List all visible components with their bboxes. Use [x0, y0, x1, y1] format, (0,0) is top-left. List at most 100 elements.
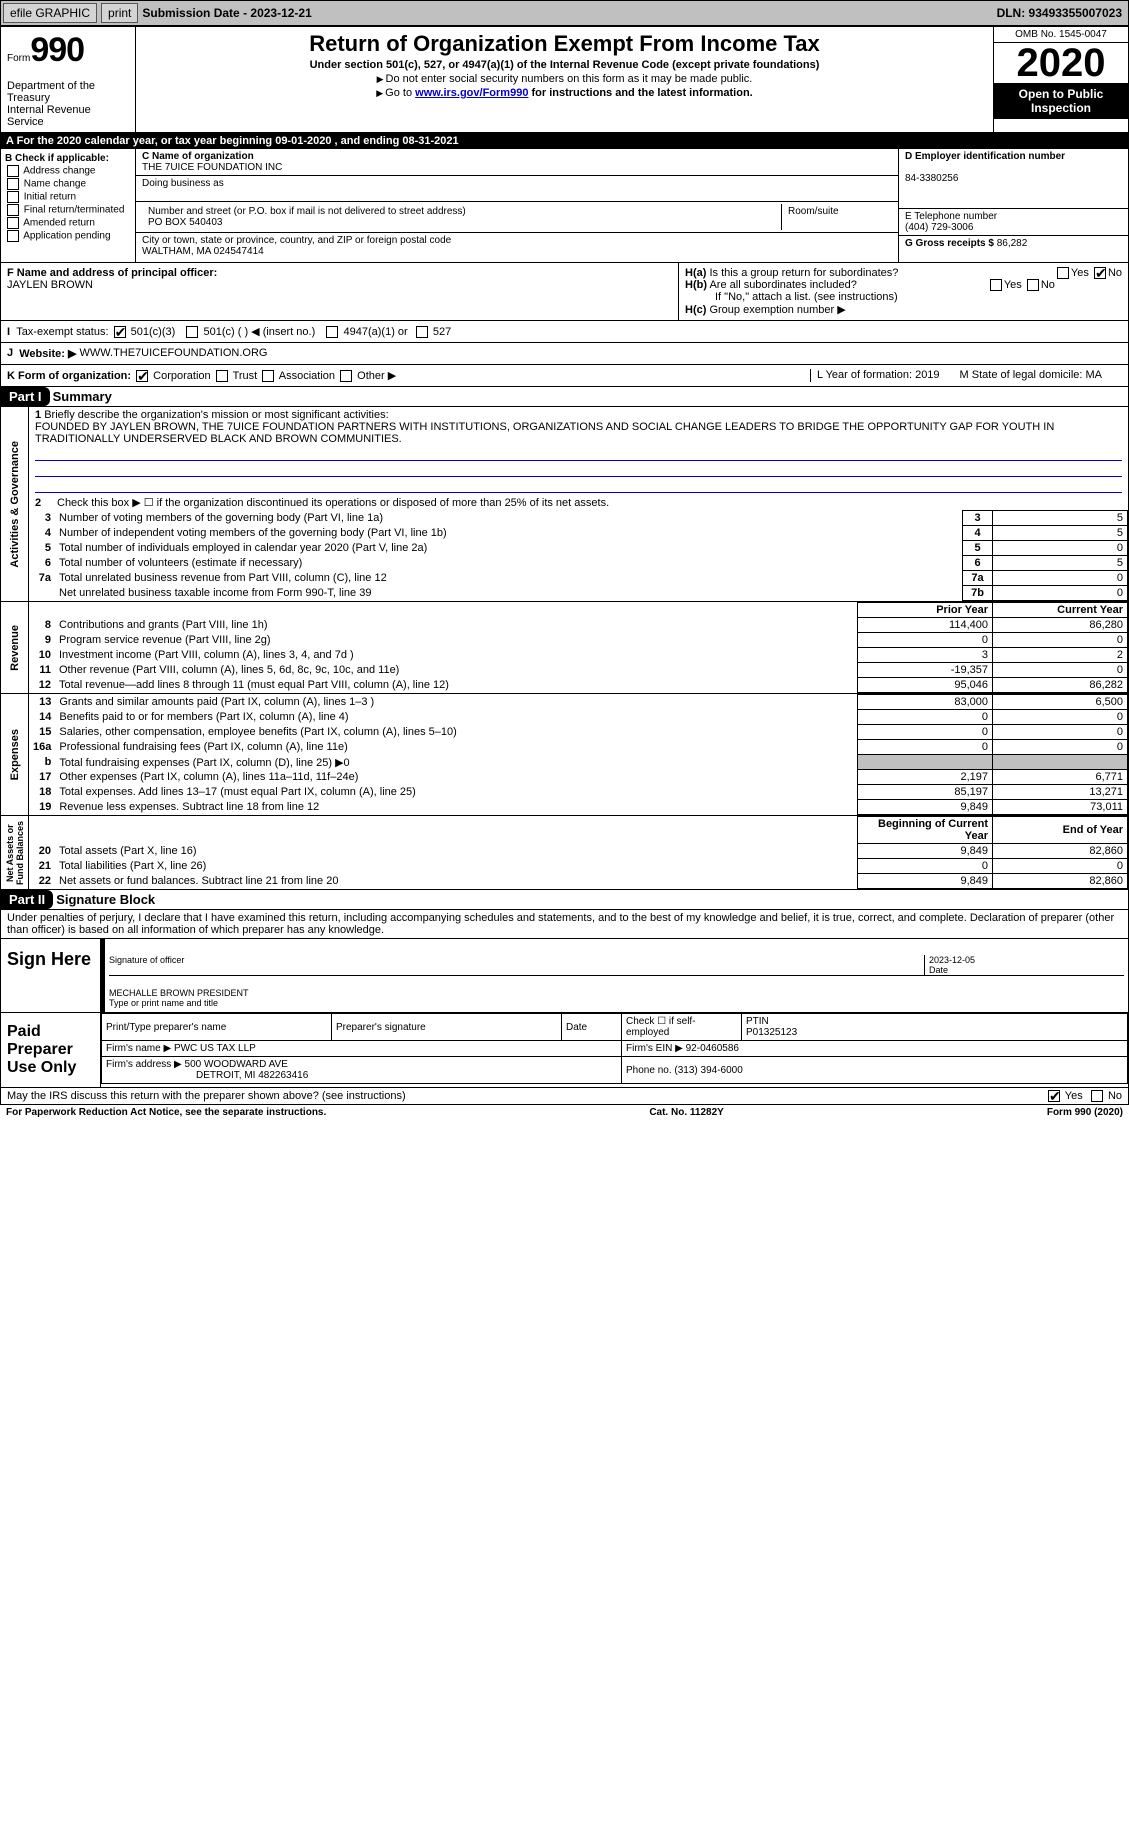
- 501c-check[interactable]: [186, 326, 198, 338]
- trust-check[interactable]: [216, 370, 228, 382]
- self-emp: Check ☐ if self-employed: [622, 1014, 742, 1041]
- room-label: Room/suite: [788, 206, 839, 217]
- signature-block: Under penalties of perjury, I declare th…: [0, 910, 1129, 1105]
- sig-date: 2023-12-05: [929, 955, 975, 965]
- submission-date: Submission Date - 2023-12-21: [142, 6, 311, 20]
- c-name-label: C Name of organization: [142, 151, 254, 162]
- officer-name: JAYLEN BROWN: [7, 279, 93, 291]
- ha-no[interactable]: [1094, 267, 1106, 279]
- firm-name-label: Firm's name ▶: [106, 1043, 171, 1054]
- part-2: Part II Signature Block: [0, 890, 1129, 910]
- street-label: Number and street (or P.O. box if mail i…: [148, 206, 466, 217]
- boxes-bcd: B Check if applicable: Address change Na…: [0, 149, 1129, 263]
- i-label: I: [7, 326, 10, 338]
- f-label: F Name and address of principal officer:: [7, 267, 217, 279]
- ha-label: H(a): [685, 267, 706, 279]
- firm-ein: 92-0460586: [686, 1043, 739, 1054]
- m-state: M State of legal domicile: MA: [960, 369, 1102, 381]
- hb-note: If "No," attach a list. (see instruction…: [685, 291, 1122, 303]
- instr-2-pre: Go to: [385, 87, 415, 99]
- print-button[interactable]: print: [101, 3, 138, 23]
- part1-header: Part I: [1, 387, 50, 406]
- footer-mid: Cat. No. 11282Y: [649, 1107, 723, 1118]
- dln: DLN: 93493355007023: [997, 6, 1126, 20]
- ha-text: Is this a group return for subordinates?: [709, 267, 898, 279]
- hc-label: H(c): [685, 304, 706, 316]
- hb-label: H(b): [685, 279, 707, 291]
- box-b-option[interactable]: Address change: [5, 165, 131, 177]
- box-b-option[interactable]: Initial return: [5, 191, 131, 203]
- preparer-table: Print/Type preparer's name Preparer's si…: [101, 1013, 1128, 1084]
- tel-label: E Telephone number: [905, 211, 997, 222]
- instr-link[interactable]: www.irs.gov/Form990: [415, 87, 528, 99]
- box-b-option[interactable]: Name change: [5, 178, 131, 190]
- k-label: K Form of organization:: [7, 370, 131, 382]
- mission-text: FOUNDED BY JAYLEN BROWN, THE 7UICE FOUND…: [35, 421, 1054, 445]
- expenses-table: 13Grants and similar amounts paid (Part …: [29, 694, 1128, 815]
- discuss-no[interactable]: [1091, 1090, 1103, 1102]
- street: PO BOX 540403: [148, 217, 223, 228]
- ein-label: D Employer identification number: [905, 151, 1065, 162]
- prep-date-label: Date: [562, 1014, 622, 1041]
- website-label: Website: ▶: [19, 347, 76, 360]
- org-name: THE 7UICE FOUNDATION INC: [142, 162, 282, 173]
- prep-sig-label: Preparer's signature: [332, 1014, 562, 1041]
- assoc-check[interactable]: [262, 370, 274, 382]
- exp-label: Expenses: [7, 725, 23, 784]
- tax-exempt-label: Tax-exempt status:: [16, 326, 108, 338]
- 527-check[interactable]: [416, 326, 428, 338]
- calendar-year-line: A For the 2020 calendar year, or tax yea…: [0, 133, 1129, 149]
- revenue-table: Prior YearCurrent Year8Contributions and…: [29, 602, 1128, 693]
- phone: (313) 394-6000: [674, 1065, 742, 1076]
- form-number: 990: [30, 31, 84, 69]
- box-fh: F Name and address of principal officer:…: [0, 263, 1129, 321]
- city: WALTHAM, MA 024547414: [142, 246, 264, 257]
- tax-exempt-row: I Tax-exempt status: 501(c)(3) 501(c) ( …: [0, 321, 1129, 343]
- instr-2-post: for instructions and the latest informat…: [528, 87, 752, 99]
- corp-check[interactable]: [136, 370, 148, 382]
- box-b-title: B Check if applicable:: [5, 153, 131, 164]
- instr-1: Do not enter social security numbers on …: [386, 73, 753, 85]
- hb-no[interactable]: [1027, 279, 1039, 291]
- other-check[interactable]: [340, 370, 352, 382]
- gross-label: G Gross receipts $: [905, 238, 994, 249]
- sig-officer-label: Signature of officer: [109, 955, 924, 975]
- hb-text: Are all subordinates included?: [709, 279, 856, 291]
- form-header: Form990 Department of the Treasury Inter…: [0, 26, 1129, 133]
- k-row: K Form of organization: Corporation Trus…: [0, 365, 1129, 387]
- part1-title: Summary: [53, 389, 112, 404]
- box-c: C Name of organizationTHE 7UICE FOUNDATI…: [136, 149, 898, 262]
- officer-typed: MECHALLE BROWN PRESIDENT: [109, 988, 249, 998]
- governance-table: 3Number of voting members of the governi…: [29, 510, 1128, 601]
- rev-label: Revenue: [7, 621, 23, 675]
- efile-button[interactable]: efile GRAPHIC: [3, 3, 97, 23]
- website-url: WWW.THE7UICEFOUNDATION.ORG: [79, 347, 267, 360]
- ha-yes[interactable]: [1057, 267, 1069, 279]
- 4947-check[interactable]: [326, 326, 338, 338]
- page-footer: For Paperwork Reduction Act Notice, see …: [0, 1105, 1129, 1120]
- 501c3-check[interactable]: [114, 326, 126, 338]
- penalties-text: Under penalties of perjury, I declare th…: [1, 910, 1128, 939]
- part2-header: Part II: [1, 890, 53, 909]
- ptin-label: PTIN: [746, 1016, 769, 1027]
- discuss-yes[interactable]: [1048, 1090, 1060, 1102]
- box-b-option[interactable]: Application pending: [5, 230, 131, 242]
- hb-yes[interactable]: [990, 279, 1002, 291]
- ptin: P01325123: [746, 1027, 797, 1038]
- part2-title: Signature Block: [56, 892, 155, 907]
- box-b-option[interactable]: Final return/terminated: [5, 204, 131, 216]
- tax-year: 2020: [994, 43, 1128, 83]
- netassets-table: Beginning of Current YearEnd of Year20To…: [29, 816, 1128, 889]
- firm-addr-label: Firm's address ▶: [106, 1059, 182, 1070]
- form-word: Form: [7, 53, 30, 64]
- website-row: J Website: ▶ WWW.THE7UICEFOUNDATION.ORG: [0, 343, 1129, 365]
- open-public: Open to Public Inspection: [994, 83, 1128, 119]
- firm-name: PWC US TAX LLP: [174, 1043, 256, 1054]
- ein: 84-3380256: [905, 173, 958, 184]
- footer-left: For Paperwork Reduction Act Notice, see …: [6, 1107, 326, 1118]
- gov-label: Activities & Governance: [7, 437, 23, 572]
- hc-text: Group exemption number ▶: [709, 304, 845, 316]
- box-b-option[interactable]: Amended return: [5, 217, 131, 229]
- footer-right: Form 990 (2020): [1047, 1107, 1123, 1118]
- box-b: B Check if applicable: Address change Na…: [1, 149, 136, 262]
